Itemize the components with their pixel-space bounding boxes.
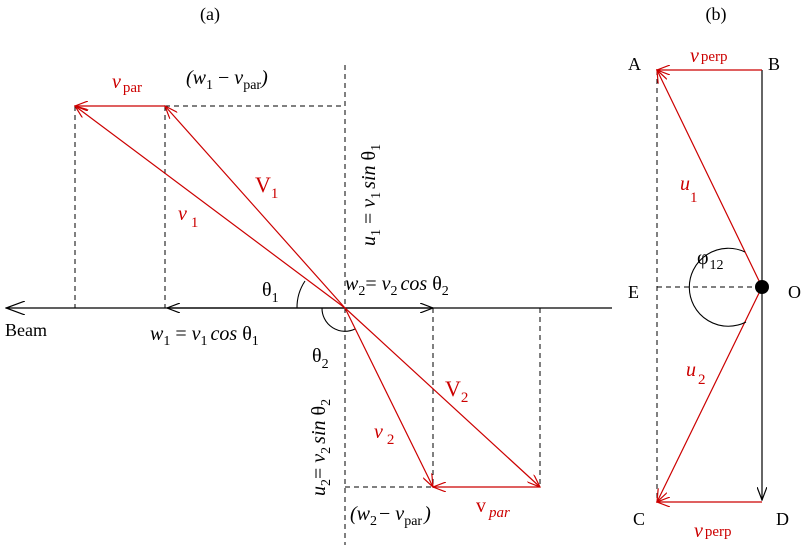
- panel-a-label: (a): [200, 4, 220, 25]
- vpar-top-label: v par: [112, 71, 142, 96]
- point-B-label: B: [768, 54, 780, 74]
- panel-a: (a) Beam v par (w1 − vpar): [5, 4, 612, 545]
- point-A-label: A: [628, 54, 641, 74]
- u1-equation-label: u1 = v1sinθ1: [358, 144, 384, 246]
- v1-vector: [165, 106, 346, 309]
- theta1-label: θ1: [262, 279, 279, 306]
- theta2-arc: [321, 307, 356, 332]
- V2-label: V2: [445, 376, 468, 406]
- phi12-arc: [688, 247, 747, 327]
- beam-label: Beam: [5, 320, 47, 340]
- point-C-label: C: [633, 509, 645, 529]
- vpar-bottom-label: v par: [476, 495, 510, 521]
- u1-vector: [657, 70, 763, 288]
- point-E-label: E: [628, 282, 639, 302]
- theta2-label: θ2: [312, 345, 329, 372]
- V1-vector: [75, 106, 346, 309]
- w2-equation-label: w2= v2 cos θ2: [345, 273, 449, 299]
- phi12-label: φ12: [697, 247, 724, 273]
- vperp-top-label: v perp: [690, 45, 728, 67]
- vperp-bottom-label: v perp: [694, 520, 732, 542]
- w2-minus-vpar-label: (w2− vpar): [350, 503, 431, 529]
- w1-equation-label: w1 = v1 cos θ1: [150, 323, 259, 349]
- point-D-label: D: [776, 509, 789, 529]
- V1-label: V1: [255, 172, 278, 202]
- point-O-label: O: [788, 282, 801, 302]
- panel-b-label: (b): [706, 4, 727, 25]
- theta1-arc: [296, 280, 306, 309]
- V2-vector: [344, 307, 540, 487]
- u1-label: u1: [680, 173, 698, 206]
- w1-minus-vpar-label: (w1 − vpar): [186, 67, 268, 93]
- u2-equation-label: u2= v2sinθ2: [308, 399, 334, 496]
- v2-vector: [344, 307, 433, 487]
- u2-vector: [657, 286, 763, 502]
- origin-dot: [755, 280, 769, 294]
